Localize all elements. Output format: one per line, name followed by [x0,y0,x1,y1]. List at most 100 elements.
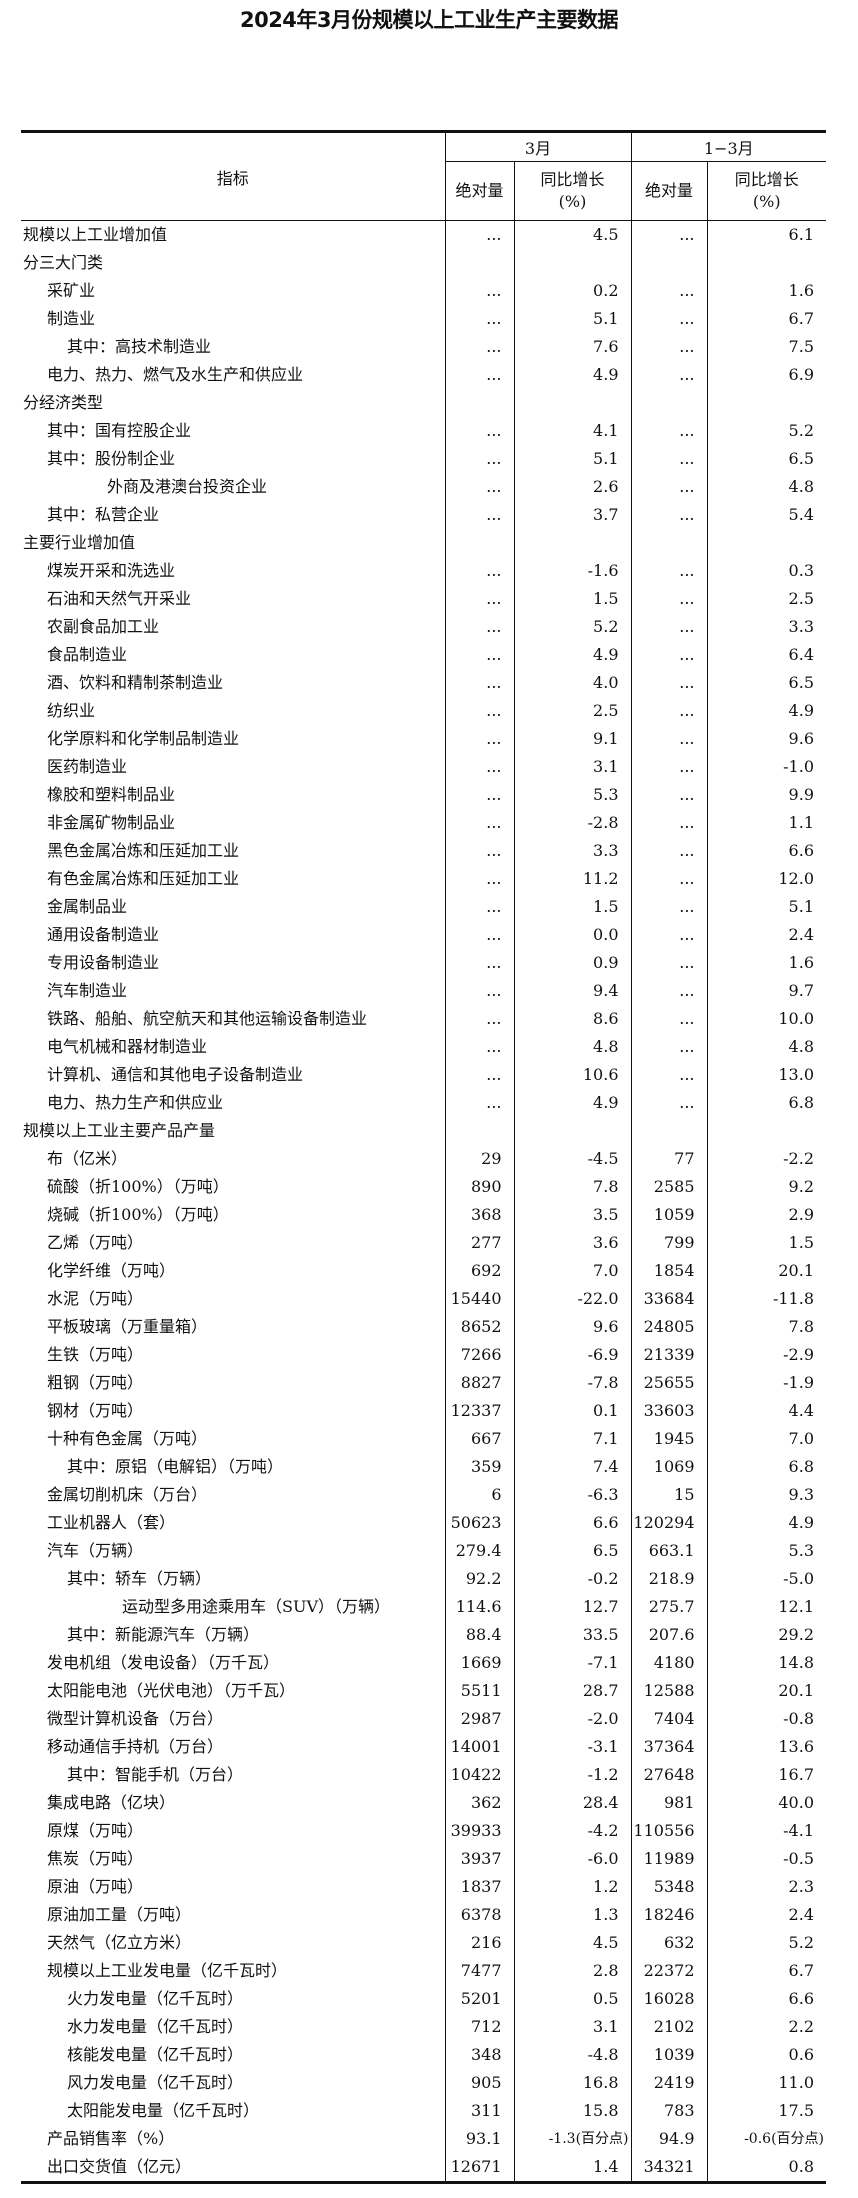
cell-q1-yoy: 6.6 [706,1985,826,2013]
cell-q1-absolute: ... [630,613,707,641]
row-label: 橡胶和塑料制品业 [47,785,176,804]
table-row: 水泥（万吨） 15440 -22.0 33684 -11.8 [21,1285,826,1313]
cell-march-absolute: 14001 [444,1733,514,1761]
cell-q1-yoy: -0.8 [706,1705,826,1733]
header-q1-yoy: 同比增长 (%) [706,161,826,221]
row-label: 原油（万吨） [47,1877,144,1896]
cell-march-absolute: 8652 [444,1313,514,1341]
cell-march-absolute: ... [444,921,514,949]
cell-q1-absolute: ... [630,501,707,529]
cell-march-yoy: 28.4 [513,1789,631,1817]
cell-q1-absolute: 1039 [630,2041,707,2069]
table-row: 太阳能发电量（亿千瓦时） 311 15.8 783 17.5 [21,2097,826,2125]
cell-march-absolute: ... [444,865,514,893]
row-label: 钢材（万吨） [47,1401,144,1420]
table-row: 黑色金属冶炼和压延加工业... 3.3... 6.6 [21,837,826,865]
table-row: 金属切削机床（万台） 6 -6.3 15 9.3 [21,1481,826,1509]
cell-march-yoy: 7.8 [513,1173,631,1201]
cell-q1-absolute: ... [630,417,707,445]
row-label: 其中：股份制企业 [47,449,176,468]
cell-march-yoy: 33.5 [513,1621,631,1649]
row-label: 烧碱（折100%）（万吨） [47,1205,229,1224]
row-label: 十种有色金属（万吨） [47,1429,208,1448]
cell-q1-yoy: 4.9 [706,697,826,725]
cell-q1-yoy: 9.3 [706,1481,826,1509]
cell-q1-absolute: 120294 [630,1509,707,1537]
cell-q1-absolute: 18246 [630,1901,707,1929]
cell-march-absolute: ... [444,669,514,697]
cell-march-absolute: 1669 [444,1649,514,1677]
cell-q1-yoy: 4.8 [706,1033,826,1061]
row-label: 工业机器人（套） [47,1513,176,1532]
row-label: 通用设备制造业 [47,925,160,944]
cell-march-yoy: 4.8 [513,1033,631,1061]
header-row-measures: 绝对量 同比增长 (%) 绝对量 同比增长 (%) [21,161,826,221]
table-row: 医药制造业... 3.1... -1.0 [21,753,826,781]
table-row: 采矿业... 0.2... 1.6 [21,277,826,305]
cell-march-yoy: 4.9 [513,361,631,389]
table-row: 规模以上工业主要产品产量 [21,1117,826,1145]
cell-q1-absolute: 1059 [630,1201,707,1229]
table-row: 集成电路（亿块） 362 28.4 981 40.0 [21,1789,826,1817]
cell-q1-absolute: ... [630,669,707,697]
cell-q1-absolute: ... [630,333,707,361]
cell-march-yoy: -0.2 [513,1565,631,1593]
table-body: 规模以上工业增加值... 4.5... 6.1 分三大门类 采矿业... 0.2... 1.… [21,220,826,2184]
cell-march-yoy: 7.0 [513,1257,631,1285]
cell-march-absolute: 7266 [444,1341,514,1369]
cell-q1-yoy [706,1117,826,1145]
table-row: 核能发电量（亿千瓦时） 348 -4.8 1039 0.6 [21,2041,826,2069]
table-row: 煤炭开采和洗选业... -1.6... 0.3 [21,557,826,585]
cell-march-absolute: 2987 [444,1705,514,1733]
row-label: 电力、热力生产和供应业 [47,1093,224,1112]
row-label: 太阳能发电量（亿千瓦时） [67,2101,260,2120]
cell-q1-absolute: ... [630,1033,707,1061]
cell-q1-yoy: 2.2 [706,2013,826,2041]
cell-q1-yoy: 9.2 [706,1173,826,1201]
cell-march-yoy: 16.8 [513,2069,631,2097]
table-row: 通用设备制造业... 0.0... 2.4 [21,921,826,949]
cell-march-yoy: -22.0 [513,1285,631,1313]
row-label: 其中：原铝（电解铝）（万吨） [67,1457,284,1476]
cell-march-yoy: 1.4 [513,2153,631,2184]
row-label: 平板玻璃（万重量箱） [47,1317,208,1336]
cell-march-yoy: 3.1 [513,2013,631,2041]
cell-march-yoy: 8.6 [513,1005,631,1033]
row-label: 主要行业增加值 [23,533,136,552]
cell-march-yoy: 7.1 [513,1425,631,1453]
cell-q1-absolute [630,529,707,557]
cell-march-absolute [444,249,514,277]
row-label: 制造业 [47,309,96,328]
cell-march-yoy: 1.5 [513,585,631,613]
cell-march-yoy: -6.0 [513,1845,631,1873]
cell-march-absolute: 12671 [444,2153,514,2184]
cell-q1-absolute: ... [630,585,707,613]
cell-march-yoy: 3.1 [513,753,631,781]
cell-q1-absolute: 218.9 [630,1565,707,1593]
header-march: 3月 [444,130,631,162]
cell-march-absolute: 712 [444,2013,514,2041]
cell-march-yoy: 5.1 [513,305,631,333]
cell-march-yoy: 4.5 [513,220,631,249]
cell-q1-yoy: 6.8 [706,1453,826,1481]
row-label: 水泥（万吨） [47,1289,144,1308]
table-row: 其中：原铝（电解铝）（万吨） 359 7.4 1069 6.8 [21,1453,826,1481]
table-row: 发电机组（发电设备）（万千瓦） 1669 -7.1 4180 14.8 [21,1649,826,1677]
cell-march-absolute: 7477 [444,1957,514,1985]
table-row: 原油（万吨） 1837 1.2 5348 2.3 [21,1873,826,1901]
cell-q1-yoy: 20.1 [706,1257,826,1285]
cell-march-yoy: 15.8 [513,2097,631,2125]
table-row: 纺织业... 2.5... 4.9 [21,697,826,725]
cell-q1-absolute: ... [630,641,707,669]
cell-q1-yoy: 2.4 [706,1901,826,1929]
table-row: 布（亿米） 29 -4.5 77 -2.2 [21,1145,826,1173]
row-label: 微型计算机设备（万台） [47,1709,224,1728]
table-row: 其中：新能源汽车（万辆） 88.4 33.5 207.6 29.2 [21,1621,826,1649]
table-row: 烧碱（折100%）（万吨） 368 3.5 1059 2.9 [21,1201,826,1229]
table-row: 化学纤维（万吨） 692 7.0 1854 20.1 [21,1257,826,1285]
cell-march-yoy: 1.3 [513,1901,631,1929]
cell-q1-yoy: -0.6(百分点) [706,2125,826,2153]
table-row: 风力发电量（亿千瓦时） 905 16.8 2419 11.0 [21,2069,826,2097]
cell-q1-yoy: 6.6 [706,837,826,865]
table-row: 非金属矿物制品业... -2.8... 1.1 [21,809,826,837]
